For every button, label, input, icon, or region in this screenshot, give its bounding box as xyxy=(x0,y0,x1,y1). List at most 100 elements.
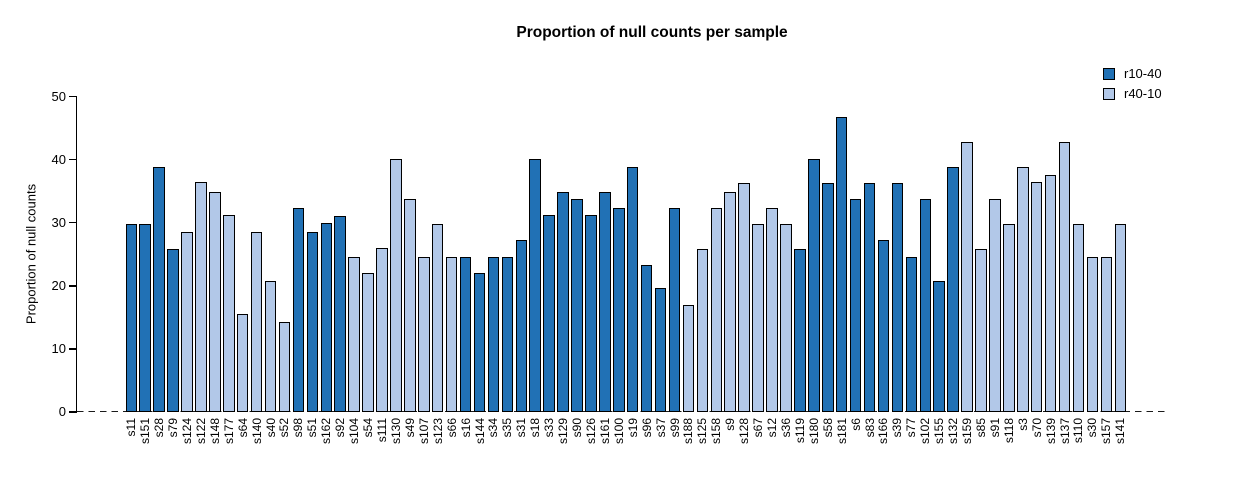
x-axis-label-s100: s100 xyxy=(611,418,626,445)
bar-s52 xyxy=(278,321,291,412)
x-axis-label-s52: s52 xyxy=(277,418,292,438)
x-axis-label-s92: s92 xyxy=(333,418,348,438)
legend-swatch-r40-10 xyxy=(1103,87,1115,100)
x-axis-label-s126: s126 xyxy=(583,418,598,445)
bar-s30 xyxy=(1086,257,1099,412)
bar-s70 xyxy=(1030,182,1043,412)
legend-item-r10-40: r10-40 xyxy=(1103,66,1162,81)
x-axis-label-s49: s49 xyxy=(402,418,417,438)
x-axis-label-s58: s58 xyxy=(820,418,835,438)
legend-item-r40-10: r40-10 xyxy=(1103,86,1162,101)
bar-s158 xyxy=(710,207,723,412)
x-axis-label-s104: s104 xyxy=(347,418,362,445)
bar-s102 xyxy=(919,199,931,412)
x-axis-label-s144: s144 xyxy=(472,418,487,445)
x-axis-label-s35: s35 xyxy=(500,418,515,438)
bar-s28 xyxy=(153,166,165,412)
x-axis-label-s119: s119 xyxy=(792,418,807,444)
x-axis-label-s79: s79 xyxy=(166,418,181,438)
x-axis-label-s132: s132 xyxy=(946,418,961,445)
legend-label-r40-10: r40-10 xyxy=(1124,86,1162,101)
x-axis-label-s122: s122 xyxy=(193,418,208,445)
x-axis-label-s130: s130 xyxy=(388,418,403,445)
y-axis-tick xyxy=(68,158,76,161)
x-axis-label-s77: s77 xyxy=(904,418,919,438)
y-axis-tick xyxy=(68,95,76,98)
y-axis-tick-label: 40 xyxy=(51,151,66,167)
x-axis-label-s18: s18 xyxy=(528,418,543,438)
x-axis-label-s16: s16 xyxy=(458,418,473,438)
x-axis-label-s111: s111 xyxy=(374,418,389,443)
x-axis-label-s67: s67 xyxy=(751,418,766,438)
x-axis-label-s148: s148 xyxy=(207,418,222,445)
bar-s104 xyxy=(348,256,360,412)
x-axis-label-s12: s12 xyxy=(765,418,780,438)
bar-s148 xyxy=(209,191,221,412)
bar-s3 xyxy=(1017,166,1029,412)
bar-s161 xyxy=(599,191,611,412)
x-axis-label-s157: s157 xyxy=(1099,418,1114,445)
x-axis-label-s99: s99 xyxy=(667,418,682,438)
bar-s177 xyxy=(223,215,235,412)
x-axis-label-s85: s85 xyxy=(973,418,988,438)
x-axis-label-s107: s107 xyxy=(416,418,431,445)
bar-s36 xyxy=(780,223,792,412)
bar-s128 xyxy=(738,182,750,412)
bar-s91 xyxy=(989,199,1001,412)
bar-s151 xyxy=(139,223,151,412)
x-axis-label-s151: s151 xyxy=(138,418,153,445)
x-axis-label-s83: s83 xyxy=(862,418,877,438)
bar-s34 xyxy=(487,257,500,412)
legend: r10-40 r40-10 xyxy=(1103,66,1162,106)
x-axis-label-s37: s37 xyxy=(653,418,668,438)
y-axis-tick xyxy=(68,348,76,350)
x-axis-label-s31: s31 xyxy=(514,418,529,438)
chart-title: Proportion of null counts per sample xyxy=(516,24,788,41)
legend-swatch-r10-40 xyxy=(1103,67,1115,80)
bar-s96 xyxy=(640,264,653,412)
x-axis-label-s110: s110 xyxy=(1071,418,1086,444)
y-axis-tick xyxy=(68,411,76,413)
x-axis-label-s139: s139 xyxy=(1043,418,1058,445)
x-axis-label-s66: s66 xyxy=(444,418,459,438)
y-axis-line xyxy=(75,95,77,413)
bar-s16 xyxy=(459,257,472,412)
x-axis-label-s162: s162 xyxy=(319,418,334,445)
legend-label-r10-40: r10-40 xyxy=(1124,66,1162,81)
x-axis-label-s124: s124 xyxy=(179,418,194,445)
y-axis-tick-label: 0 xyxy=(58,404,66,419)
x-axis-label-s3: s3 xyxy=(1015,418,1030,431)
x-axis-label-s180: s180 xyxy=(806,418,821,445)
x-axis-label-s128: s128 xyxy=(737,418,752,445)
x-axis-label-s98: s98 xyxy=(291,418,306,438)
x-axis-label-s118: s118 xyxy=(1001,418,1016,444)
bar-s90 xyxy=(571,199,583,412)
y-axis-tick-label: 50 xyxy=(51,88,66,104)
x-axis-label-s129: s129 xyxy=(556,418,571,445)
bar-s100 xyxy=(613,207,625,412)
bar-s37 xyxy=(654,288,667,412)
bar-s155 xyxy=(933,280,945,412)
bar-s124 xyxy=(181,232,193,412)
x-axis-label-s36: s36 xyxy=(778,418,793,438)
x-axis-label-s90: s90 xyxy=(570,418,584,438)
x-axis-label-s54: s54 xyxy=(361,418,376,438)
x-axis-label-s6: s6 xyxy=(848,418,863,431)
x-axis-label-s39: s39 xyxy=(890,418,905,438)
y-axis-tick xyxy=(68,221,76,224)
x-axis-label-s166: s166 xyxy=(876,418,891,445)
x-axis-label-s30: s30 xyxy=(1085,418,1100,438)
bar-s141 xyxy=(1114,223,1127,412)
bar-s119 xyxy=(794,248,806,412)
x-axis-label-s181: s181 xyxy=(834,418,849,445)
bar-s31 xyxy=(515,239,528,412)
bar-s118 xyxy=(1003,223,1015,412)
bar-s18 xyxy=(529,158,541,412)
x-axis-label-s64: s64 xyxy=(235,418,250,438)
bar-s49 xyxy=(404,199,416,412)
x-axis-label-s96: s96 xyxy=(639,418,654,438)
x-axis-label-s70: s70 xyxy=(1029,418,1044,438)
bar-s9 xyxy=(724,191,736,412)
x-axis-label-s33: s33 xyxy=(542,418,557,438)
bar-s35 xyxy=(501,256,514,412)
